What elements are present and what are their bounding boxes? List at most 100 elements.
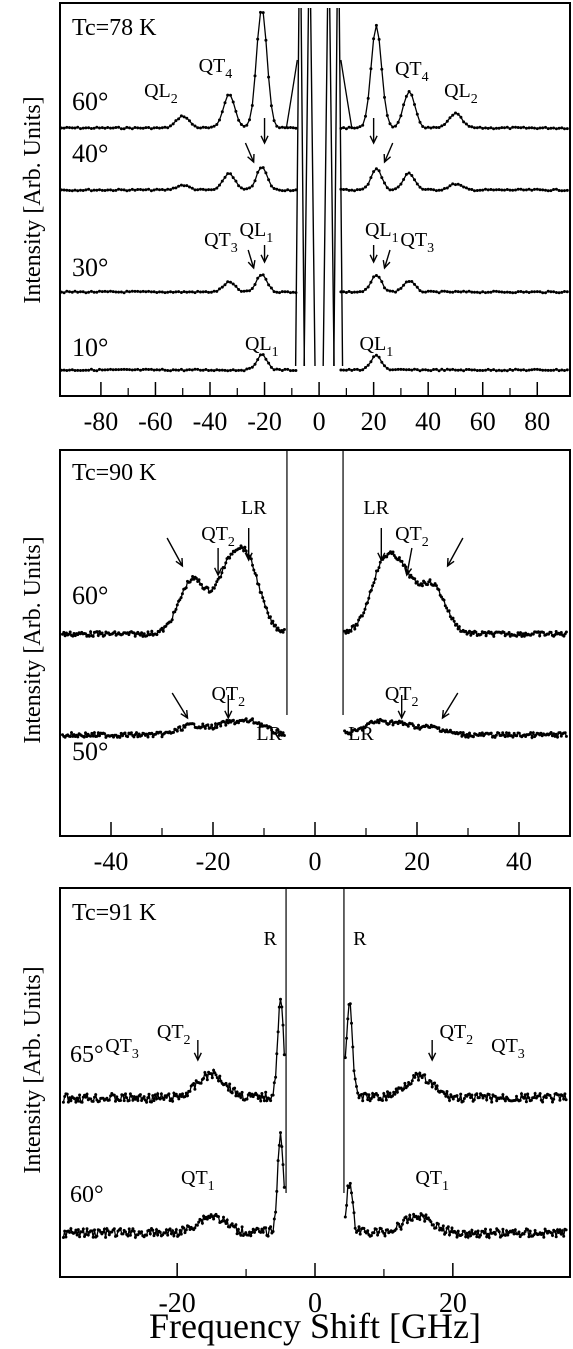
data-point [289,291,292,295]
data-point [497,1230,501,1234]
data-point [139,188,142,191]
data-point [89,1097,93,1101]
data-point [497,731,501,735]
data-point [244,549,248,553]
data-point [483,630,487,634]
data-point [111,290,115,294]
data-point [278,188,281,192]
series-label: 65° [70,1042,104,1068]
arrow-head [224,710,233,720]
data-point [394,290,397,294]
data-point [190,186,194,190]
data-point [440,289,444,293]
data-point [127,1099,131,1102]
data-point [201,125,205,129]
data-point [281,731,285,735]
peak-arrow [446,537,464,567]
data-point [142,1095,146,1099]
data-point [356,1091,360,1095]
data-point [507,731,511,735]
data-point [437,588,441,592]
peak-label: QL1 [245,333,279,360]
data-point [407,1217,411,1221]
data-point [254,573,258,577]
data-point [520,634,524,638]
data-point [250,104,254,107]
data-point [248,1091,251,1095]
data-point [372,170,376,174]
data-point [260,1227,264,1231]
data-point [160,367,164,371]
data-point [494,126,498,130]
data-point [158,290,161,294]
data-point [152,188,156,192]
data-point [456,290,460,294]
data-point [201,187,205,191]
data-point [68,1096,72,1100]
data-point [98,289,101,293]
data-point [564,1098,568,1102]
data-point [150,1100,153,1104]
data-point [503,188,506,192]
data-point [225,718,229,722]
arrow-head [213,567,223,577]
data-point [342,368,346,372]
data-point [85,1092,89,1096]
data-point [94,1093,98,1097]
data-point [563,290,566,293]
data-point [282,628,286,631]
data-point [122,188,126,192]
data-point [130,1229,134,1233]
peak-arrow [383,142,394,163]
data-point [443,369,446,372]
data-point [237,288,241,291]
data-point [399,1227,403,1231]
data-point [505,188,509,191]
peak-label: LR [363,497,389,519]
data-point [372,581,376,585]
data-point [376,1233,380,1237]
data-point [466,1235,470,1239]
data-point [469,633,473,637]
data-point [224,1081,228,1085]
data-point [503,1233,507,1237]
data-point [436,1222,440,1226]
data-point [440,595,443,599]
data-point [563,189,566,193]
data-point [84,126,88,130]
data-point [164,1095,168,1099]
data-point [141,289,145,293]
data-point [193,291,197,295]
data-point [451,290,455,294]
data-point [426,368,430,372]
data-point [511,125,515,129]
data-point [159,1092,163,1096]
data-point [162,1098,166,1101]
data-point [486,188,490,192]
data-point [87,368,91,372]
data-point [415,285,419,289]
series-label: 30° [72,253,108,282]
data-point [139,126,142,130]
data-point [420,1076,424,1080]
data-point [551,1234,554,1237]
data-point [486,290,490,294]
data-point [177,117,181,121]
data-point [133,1097,137,1101]
data-point [277,733,281,737]
data-point [562,634,566,638]
data-point [289,189,292,193]
data-point [538,126,542,130]
data-point [104,1235,108,1239]
data-point [144,367,148,371]
data-point [106,290,110,294]
data-point [444,1094,448,1098]
data-point [59,188,63,192]
data-point [261,166,265,170]
data-point [470,188,474,191]
data-point [229,172,232,176]
data-point [451,367,455,371]
data-point [475,290,479,294]
data-point [467,1092,471,1096]
data-point [100,188,104,192]
